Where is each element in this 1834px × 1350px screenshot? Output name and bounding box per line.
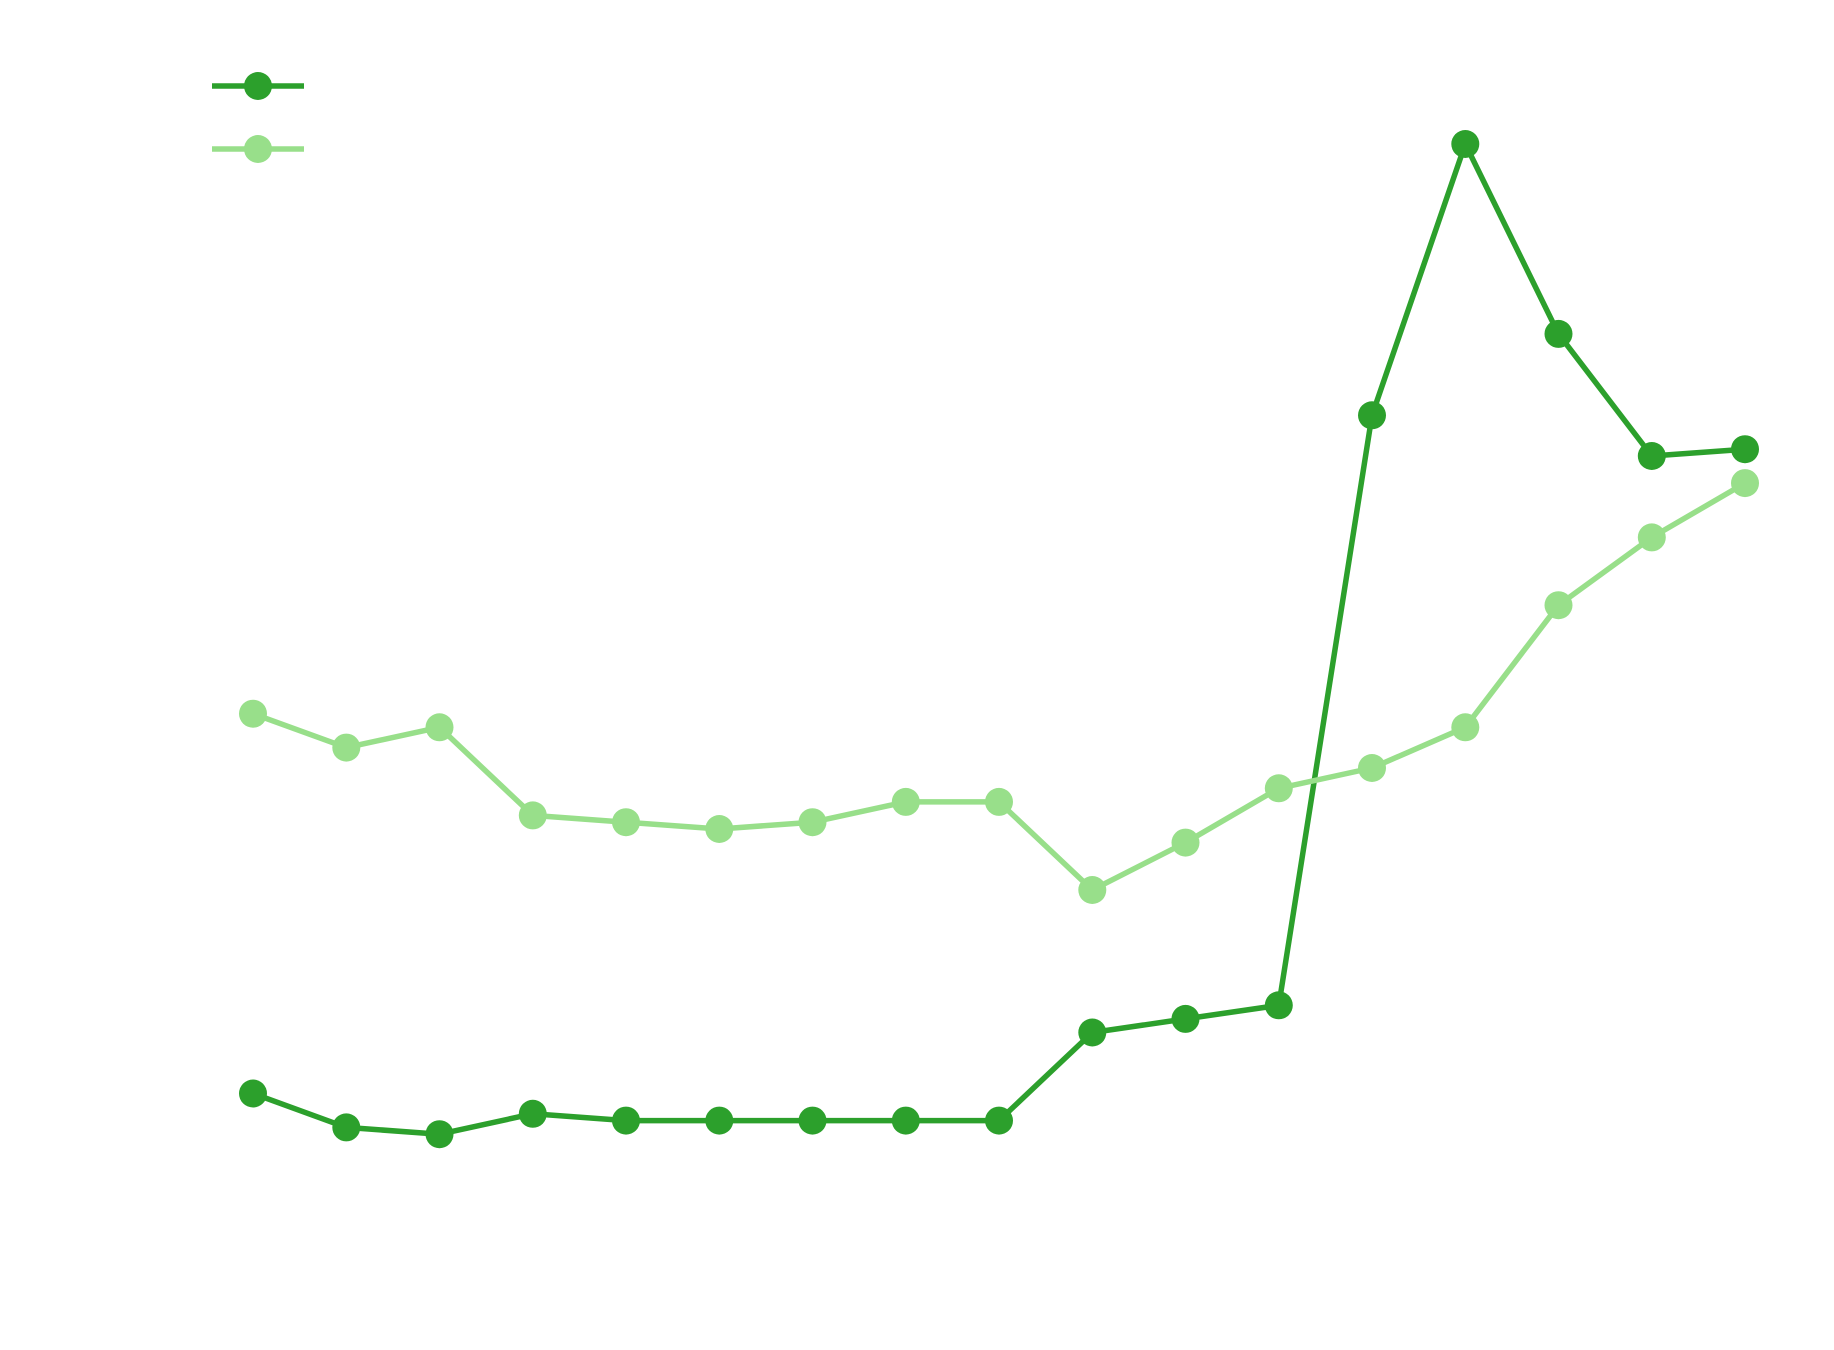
series-1-point-16 [1637, 442, 1666, 470]
series-1 [239, 130, 1759, 1149]
series-2-point-17 [1731, 469, 1759, 498]
series-1-point-3 [425, 1120, 454, 1149]
series-2-point-2 [332, 733, 361, 762]
series-1-point-4 [518, 1099, 547, 1128]
series-1-point-13 [1358, 401, 1386, 430]
series-2-point-1 [239, 699, 267, 728]
legend-item-1 [212, 72, 304, 100]
series-2-point-10 [1078, 876, 1107, 904]
series-1-point-2 [332, 1113, 361, 1142]
plot-series [239, 130, 1759, 1149]
series-2-point-5 [612, 808, 640, 837]
series-1-point-1 [239, 1079, 267, 1108]
series-2-point-7 [798, 808, 827, 837]
series-2-point-3 [425, 713, 454, 742]
series-1-point-6 [705, 1106, 734, 1135]
series-1-point-11 [1171, 1004, 1200, 1033]
series-2-line [252, 480, 1747, 893]
series-1-point-12 [1264, 991, 1293, 1020]
series-1-point-5 [612, 1106, 640, 1135]
legend-item-2 [212, 135, 304, 163]
series-1-point-10 [1078, 1018, 1107, 1047]
series-1-point-8 [891, 1106, 920, 1135]
series-1-point-7 [798, 1106, 827, 1135]
series-1-point-9 [985, 1106, 1013, 1135]
series-2 [239, 469, 1759, 904]
series-2-point-14 [1451, 713, 1480, 742]
series-2-point-6 [705, 815, 734, 843]
legend-item-2-marker [244, 135, 272, 163]
series-2-point-12 [1264, 774, 1293, 803]
series-1-line [252, 141, 1746, 1137]
series-2-point-16 [1637, 523, 1666, 552]
series-2-point-9 [985, 787, 1013, 816]
series-1-point-15 [1544, 319, 1573, 348]
series-1-point-14 [1451, 130, 1480, 158]
series-2-point-15 [1544, 591, 1573, 620]
series-2-point-4 [518, 801, 547, 830]
series-2-point-11 [1171, 828, 1200, 857]
series-2-point-13 [1358, 754, 1386, 782]
series-1-point-17 [1731, 435, 1759, 464]
series-2-point-8 [891, 787, 920, 816]
legend [212, 72, 304, 163]
legend-item-1-marker [244, 72, 272, 100]
